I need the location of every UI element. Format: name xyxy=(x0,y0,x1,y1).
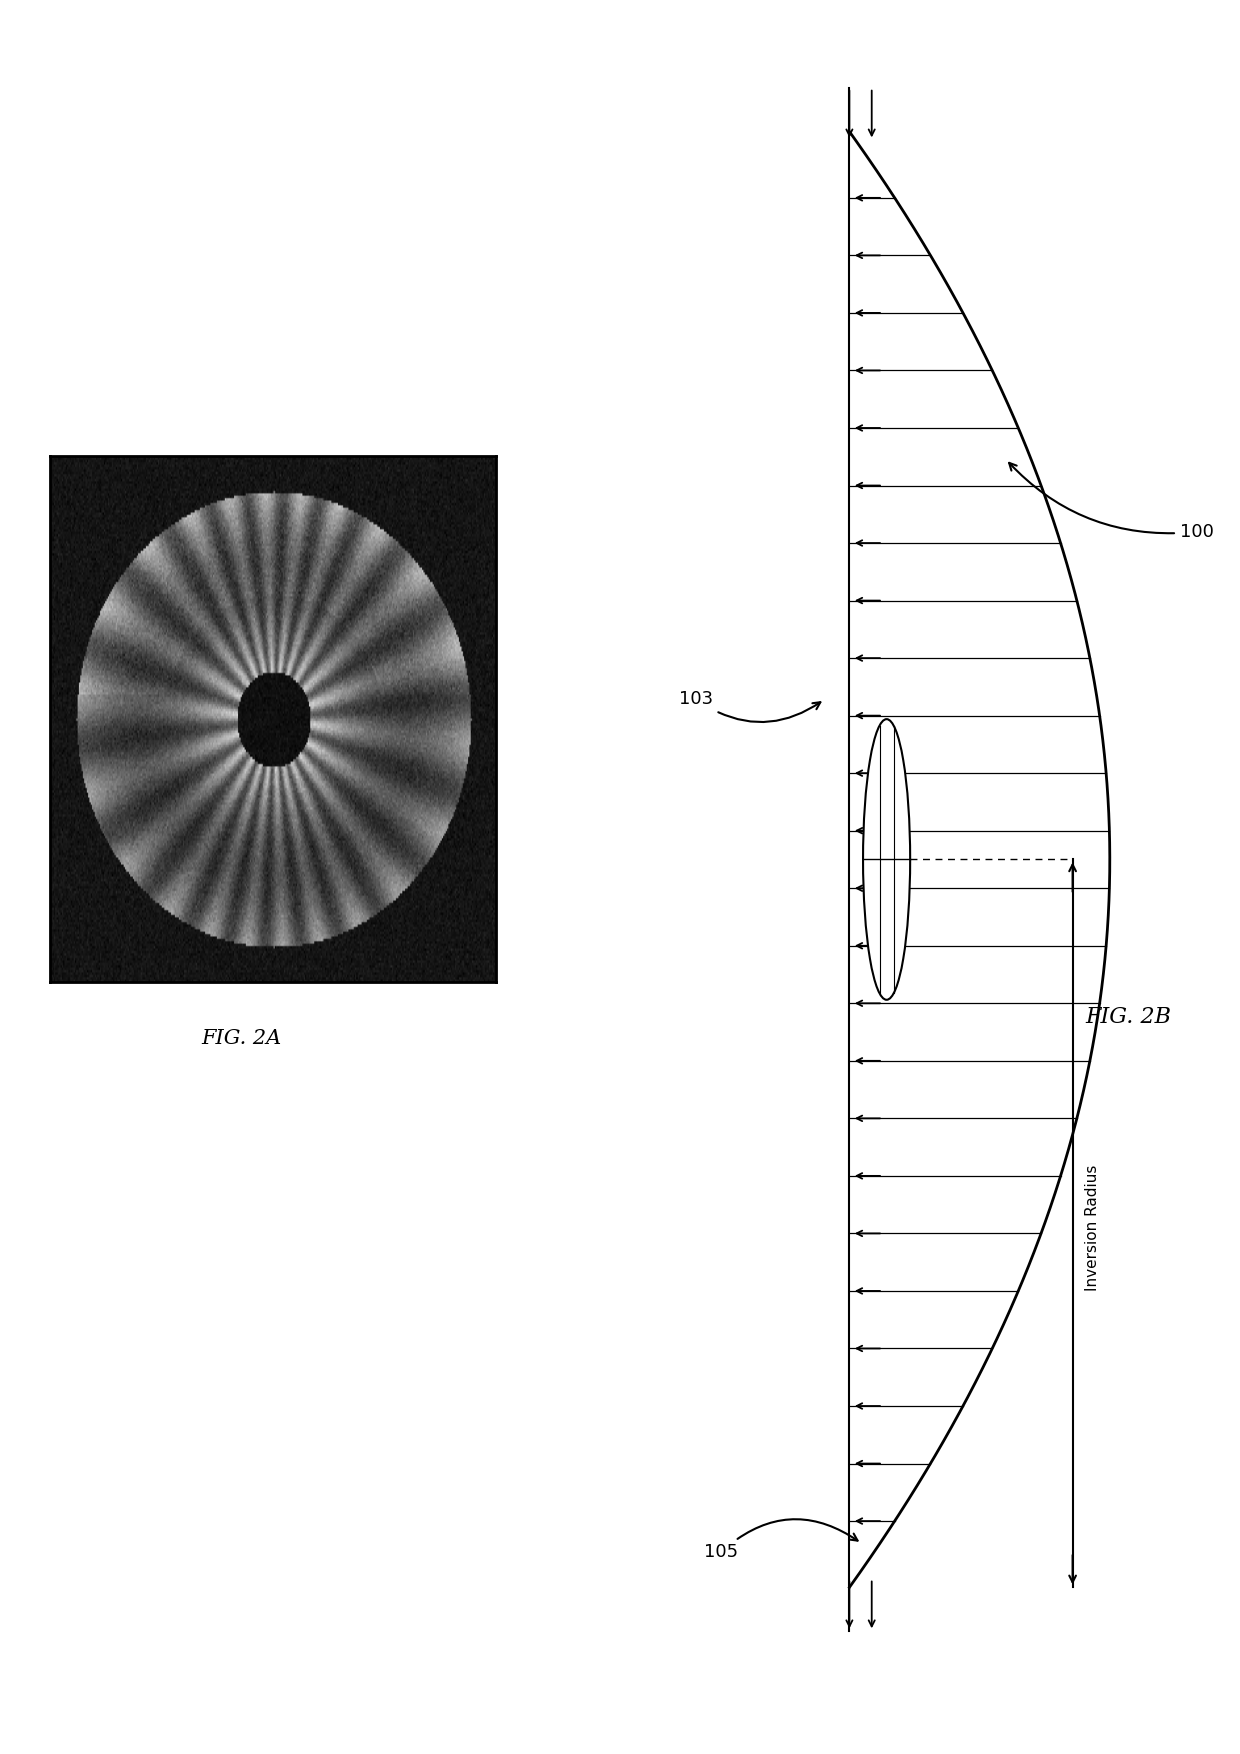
Text: 105: 105 xyxy=(703,1519,858,1561)
Text: FIG. 2B: FIG. 2B xyxy=(1086,1007,1172,1028)
Text: 103: 103 xyxy=(678,691,821,723)
Text: Inversion Radius: Inversion Radius xyxy=(1085,1165,1100,1291)
Text: FIG. 2A: FIG. 2A xyxy=(202,1030,281,1047)
Text: 100: 100 xyxy=(278,745,399,789)
Ellipse shape xyxy=(863,719,910,1000)
Text: 100: 100 xyxy=(1009,463,1214,540)
